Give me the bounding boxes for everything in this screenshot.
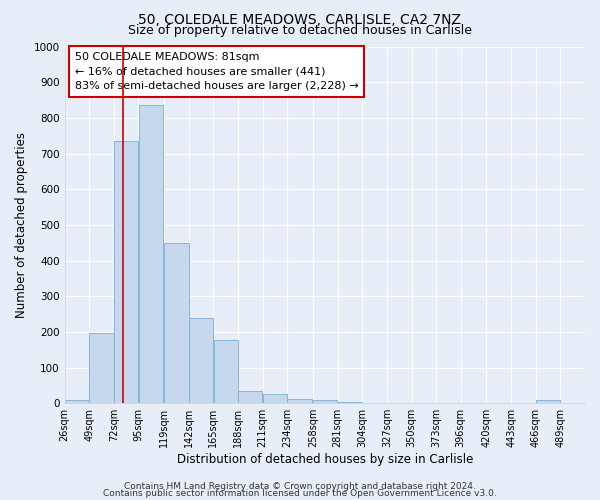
- Bar: [164, 244, 188, 403]
- Bar: [238, 390, 262, 403]
- Bar: [89, 333, 113, 403]
- Y-axis label: Number of detached properties: Number of detached properties: [15, 132, 28, 318]
- Bar: [139, 106, 163, 403]
- Text: 50, COLEDALE MEADOWS, CARLISLE, CA2 7NZ: 50, COLEDALE MEADOWS, CARLISLE, CA2 7NZ: [139, 12, 461, 26]
- Text: 50 COLEDALE MEADOWS: 81sqm
← 16% of detached houses are smaller (441)
83% of sem: 50 COLEDALE MEADOWS: 81sqm ← 16% of deta…: [75, 52, 359, 92]
- Bar: [189, 318, 213, 403]
- Bar: [313, 400, 337, 403]
- Text: Contains public sector information licensed under the Open Government Licence v3: Contains public sector information licen…: [103, 489, 497, 498]
- Bar: [287, 398, 312, 403]
- Bar: [536, 400, 560, 403]
- Bar: [114, 141, 138, 403]
- Bar: [338, 402, 362, 403]
- Bar: [214, 340, 238, 403]
- Bar: [65, 400, 89, 403]
- X-axis label: Distribution of detached houses by size in Carlisle: Distribution of detached houses by size …: [176, 453, 473, 466]
- Text: Size of property relative to detached houses in Carlisle: Size of property relative to detached ho…: [128, 24, 472, 37]
- Bar: [263, 394, 287, 403]
- Text: Contains HM Land Registry data © Crown copyright and database right 2024.: Contains HM Land Registry data © Crown c…: [124, 482, 476, 491]
